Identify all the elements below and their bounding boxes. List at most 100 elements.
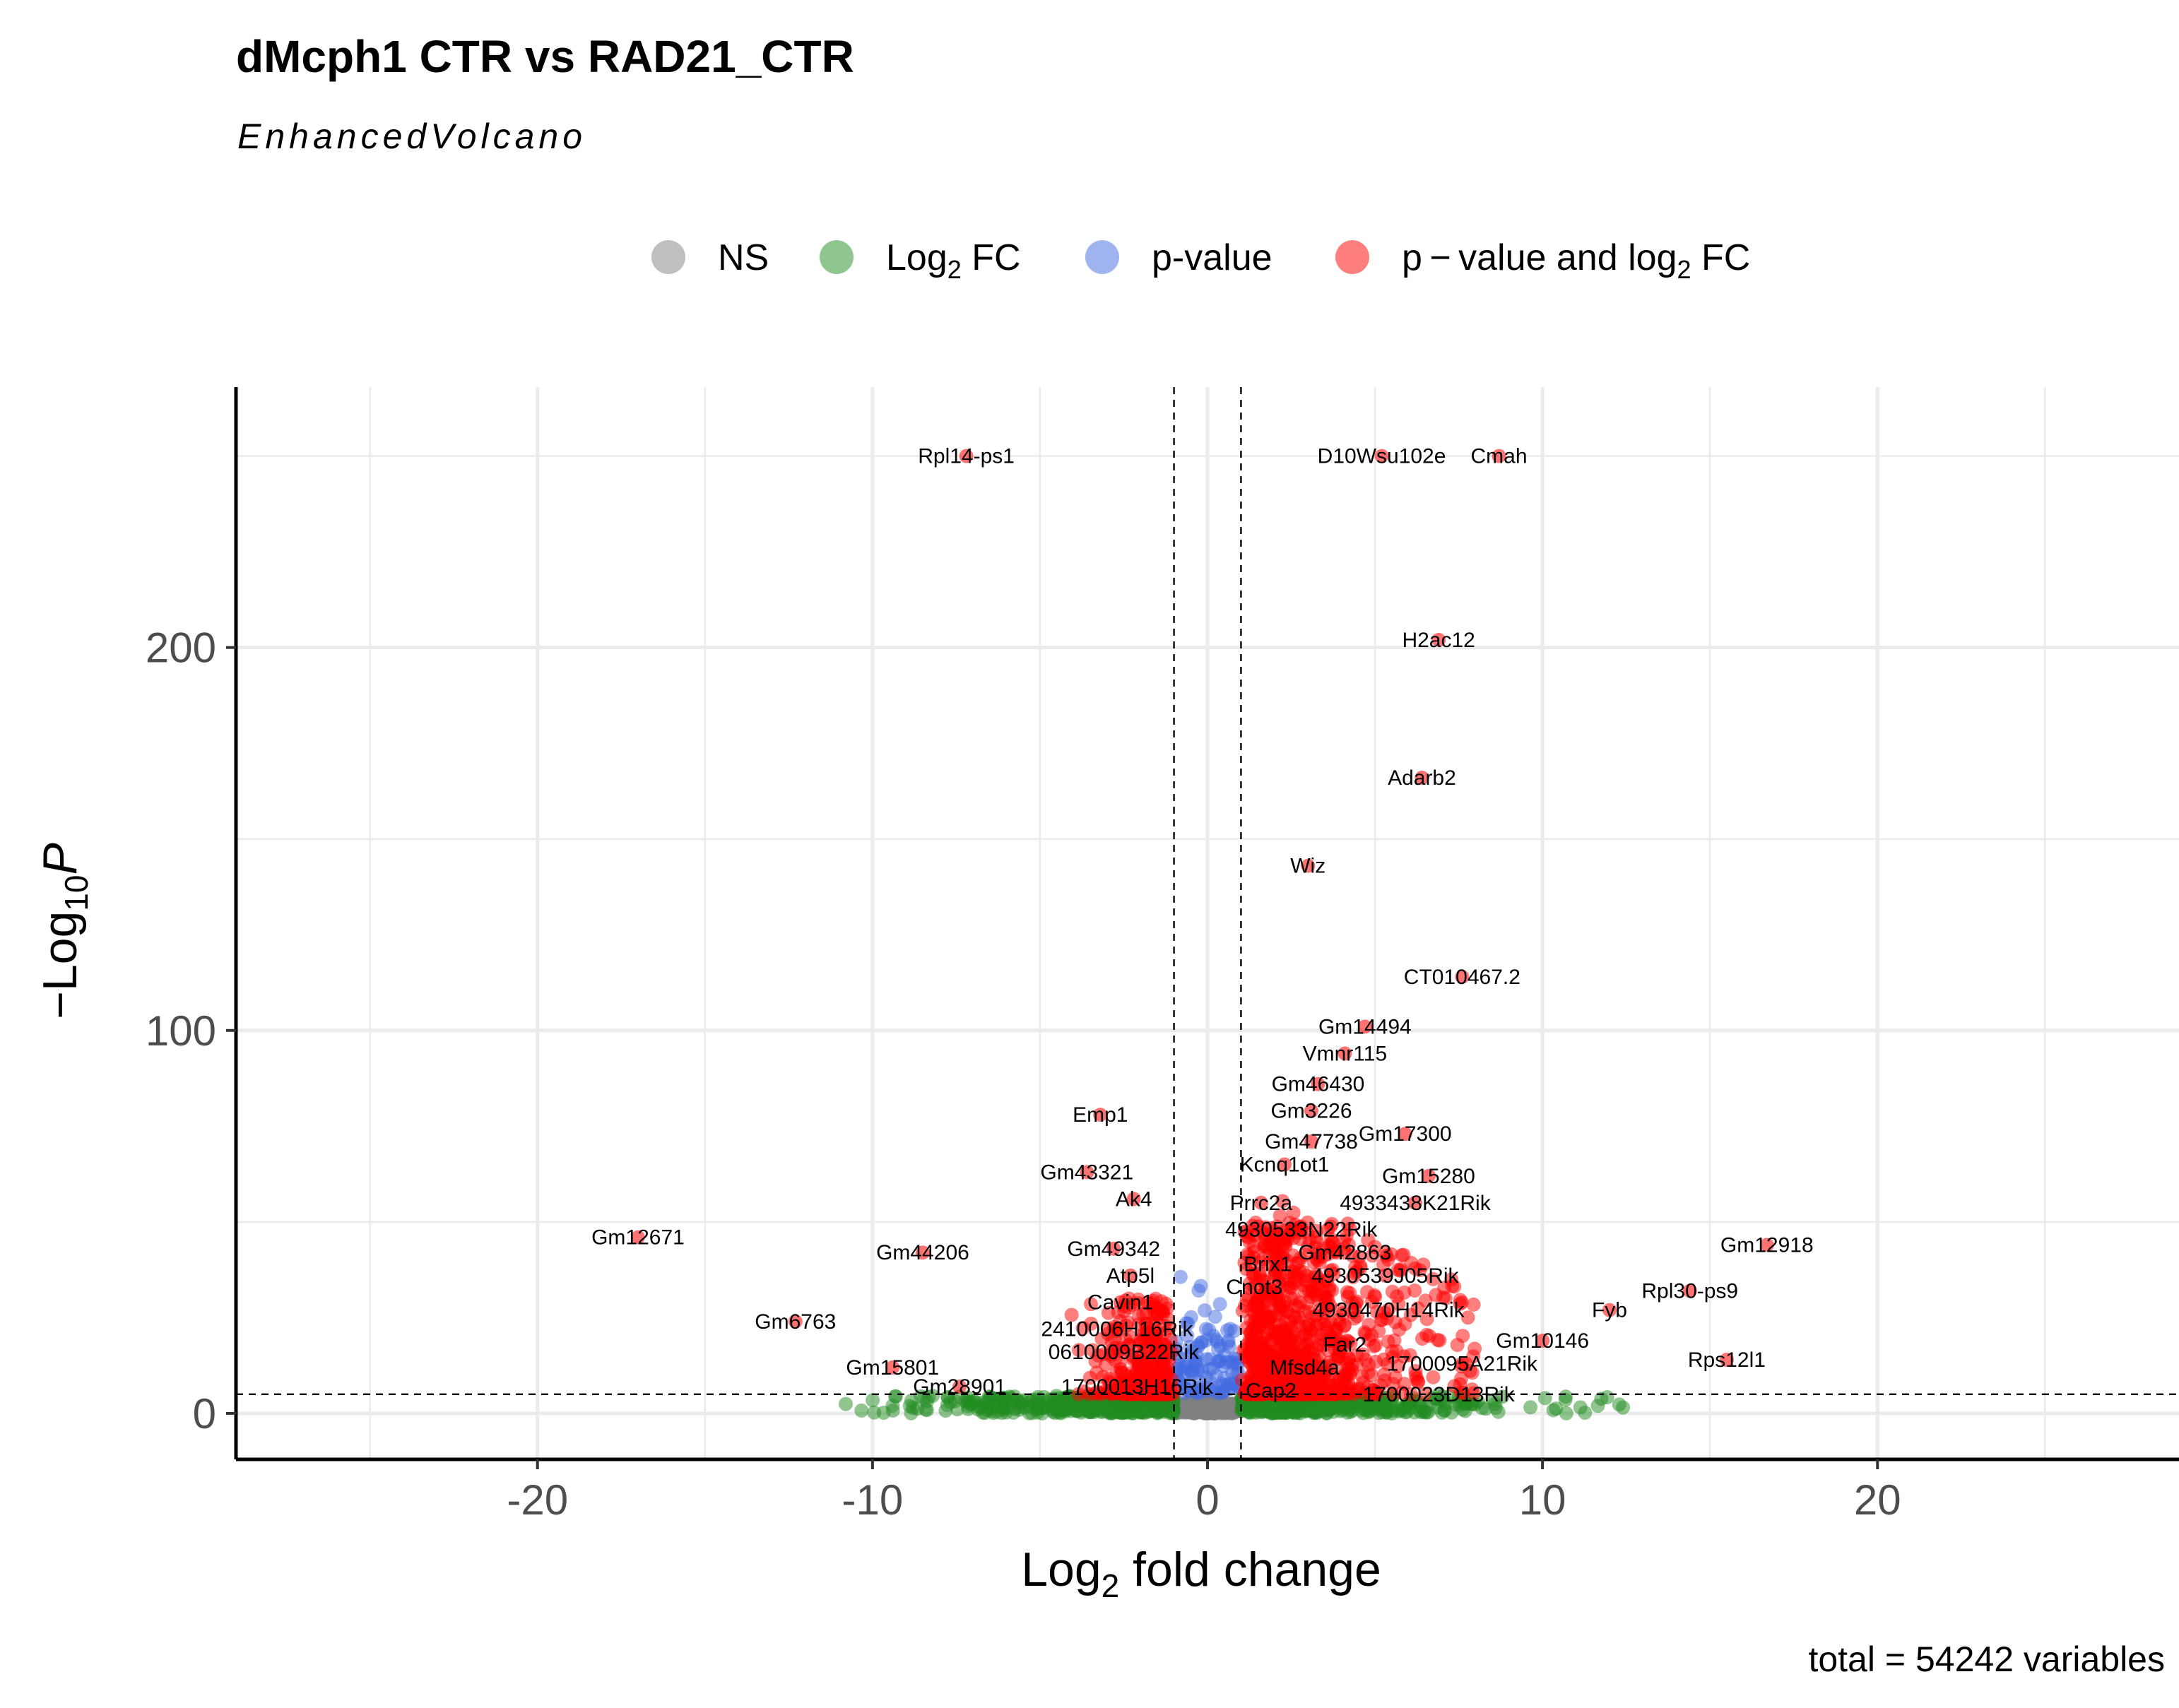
gene-label: Gm3226	[1270, 1100, 1352, 1123]
legend-text-part: p-value	[1152, 237, 1272, 278]
data-point	[1221, 1336, 1235, 1350]
legend-text-part: Log	[886, 237, 947, 278]
data-point	[1258, 1319, 1272, 1334]
data-point	[1191, 1283, 1206, 1298]
legend-text-part: FC	[1691, 237, 1751, 278]
legend-key-both	[1335, 240, 1369, 274]
legend-label-ns: NS	[718, 237, 769, 278]
data-point	[839, 1396, 853, 1411]
data-point	[1160, 1301, 1174, 1316]
data-point	[1139, 1400, 1154, 1415]
data-point	[1177, 1381, 1192, 1396]
y-axis-title-prefix: −Log	[33, 911, 87, 1019]
data-point	[1173, 1269, 1188, 1284]
x-axis-title-subscript: 2	[1102, 1567, 1120, 1604]
legend-label-p: p-value	[1152, 237, 1272, 278]
data-point	[1181, 1316, 1195, 1331]
data-point	[1249, 1300, 1264, 1315]
legend-subscript: 2	[947, 255, 962, 284]
data-point	[1191, 1360, 1205, 1375]
data-point	[1281, 1280, 1296, 1295]
data-point	[1112, 1356, 1127, 1370]
data-point	[1177, 1368, 1192, 1382]
data-point	[1280, 1305, 1295, 1319]
data-point	[867, 1405, 882, 1420]
y-axis-title: −Log10P	[33, 843, 95, 1019]
x-axis-title: Log2 fold change	[1021, 1543, 1381, 1604]
data-point	[1523, 1400, 1538, 1415]
data-point	[996, 1399, 1011, 1414]
y-axis-title-subscript: 10	[58, 875, 95, 911]
gene-label: Cap2	[1246, 1379, 1297, 1402]
data-point	[1549, 1401, 1564, 1416]
data-point	[1203, 1399, 1218, 1414]
gene-label: Gm14494	[1318, 1015, 1412, 1038]
x-tick-label: -20	[507, 1476, 568, 1524]
gene-label: Cnot3	[1226, 1276, 1282, 1299]
legend-text-part: FC	[962, 237, 1021, 278]
data-point	[1413, 1398, 1428, 1413]
legend-text-part: p − value and log	[1402, 237, 1677, 278]
gene-label: Gm43321	[1040, 1161, 1133, 1184]
data-point	[1217, 1348, 1232, 1363]
data-point	[1097, 1400, 1111, 1415]
data-point	[1115, 1406, 1130, 1421]
data-point	[1437, 1404, 1452, 1418]
gene-label: Gm49342	[1067, 1238, 1160, 1261]
data-point	[1334, 1401, 1349, 1416]
data-point	[1369, 1398, 1384, 1413]
gene-label: Gm6763	[755, 1310, 836, 1334]
data-point	[1084, 1316, 1099, 1331]
grid	[236, 387, 2179, 1459]
gene-label: H2ac12	[1402, 629, 1475, 652]
x-tick-label: 20	[1854, 1476, 1901, 1524]
gene-label: Gm17300	[1359, 1122, 1452, 1146]
data-point	[1235, 1303, 1250, 1318]
data-point	[1288, 1334, 1303, 1348]
data-point	[1558, 1392, 1573, 1407]
data-point	[854, 1403, 869, 1418]
data-point	[1240, 1247, 1255, 1262]
gene-label: Wiz	[1290, 855, 1325, 878]
data-point	[1455, 1329, 1470, 1344]
data-point	[1177, 1404, 1192, 1418]
x-tick-label: -10	[842, 1476, 904, 1524]
legend: NS Log2 FC p-value p − value and log 2 FC	[651, 237, 1750, 284]
data-point	[1127, 1401, 1142, 1416]
legend-item-ns: NS	[651, 237, 769, 278]
data-point	[1304, 1385, 1318, 1400]
gene-label: 0610009B22Rik	[1049, 1341, 1200, 1364]
data-point	[914, 1389, 928, 1404]
data-point	[1430, 1332, 1445, 1347]
gene-label: 4930533N22Rik	[1225, 1218, 1378, 1242]
data-point	[1209, 1332, 1223, 1347]
legend-key-p	[1085, 240, 1119, 274]
data-point	[1212, 1297, 1227, 1312]
y-tick-label: 200	[146, 624, 216, 672]
gene-label: 1700013H16Rik	[1061, 1375, 1214, 1399]
gene-label: Vmnr115	[1303, 1042, 1388, 1065]
data-point	[1339, 1365, 1354, 1380]
legend-text-part: NS	[718, 237, 769, 278]
data-point	[1198, 1303, 1212, 1318]
data-point	[1072, 1343, 1086, 1358]
x-axis-title-prefix: Log	[1021, 1543, 1101, 1596]
data-point	[1368, 1338, 1383, 1353]
data-point	[1268, 1240, 1282, 1254]
data-point	[910, 1401, 925, 1416]
x-tick-label: 10	[1519, 1476, 1566, 1524]
gene-label: Cmah	[1470, 445, 1527, 468]
data-point	[1180, 1328, 1195, 1343]
gene-label: 2410006H16Rik	[1041, 1318, 1193, 1341]
data-point	[1362, 1358, 1376, 1372]
y-tick-label: 100	[146, 1007, 216, 1055]
gene-label: Gm15280	[1382, 1165, 1475, 1188]
data-point	[1590, 1399, 1605, 1413]
gene-label: Kcnq1ot1	[1240, 1154, 1330, 1177]
gene-label: 1700095A21Rik	[1387, 1352, 1539, 1375]
gene-label: Ak4	[1116, 1187, 1152, 1211]
legend-label-fc: Log2 FC	[886, 237, 1021, 284]
legend-key-fc	[820, 240, 854, 274]
data-point	[1339, 1228, 1354, 1243]
data-point	[1198, 1322, 1213, 1336]
